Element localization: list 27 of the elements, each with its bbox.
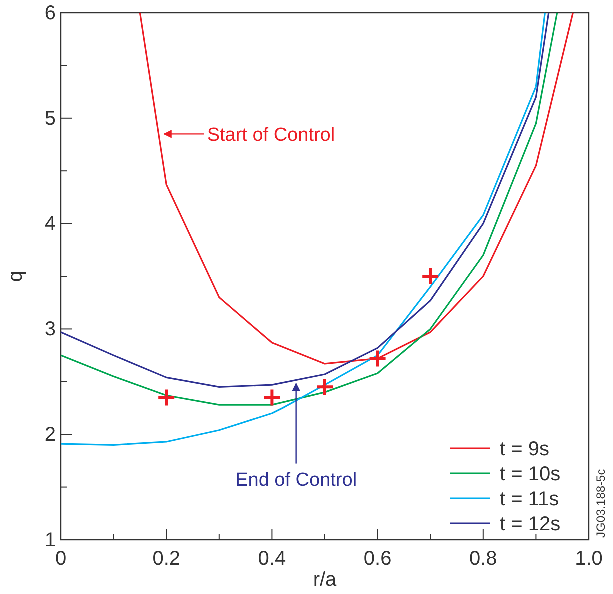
legend-label: t = 9s — [500, 438, 550, 460]
x-tick-label: 0.6 — [364, 548, 392, 570]
y-tick-label: 6 — [44, 2, 56, 24]
point — [368, 349, 388, 368]
legend-label: t = 10s — [500, 464, 561, 486]
annotation: Start of Control — [207, 125, 336, 146]
y-tick-label: 3 — [44, 318, 56, 341]
point — [316, 378, 334, 397]
annotation: End of Control — [236, 470, 358, 491]
line-series — [139, 12, 574, 365]
x-tick-label: 0.8 — [469, 548, 498, 570]
x-tick-label: 1.0 — [575, 548, 603, 570]
legend-label: t = 12s — [500, 514, 561, 536]
x-tick-label: 0.2 — [152, 548, 181, 570]
y-tick-label: 2 — [44, 424, 56, 446]
y-axis-title: q — [5, 270, 27, 282]
legend-label: t = 11s — [500, 488, 560, 510]
x-tick-label: 0 — [55, 548, 67, 570]
y-tick-label: 5 — [44, 108, 56, 130]
x-tick-label: 0.4 — [258, 548, 286, 570]
point — [262, 388, 282, 408]
point — [421, 267, 440, 286]
y-tick-label: 1 — [44, 529, 56, 552]
y-tick-label: 4 — [44, 213, 56, 236]
point — [157, 388, 176, 408]
x-axis-title: r/a — [313, 569, 338, 591]
text: JG03.188-5c — [594, 469, 608, 538]
